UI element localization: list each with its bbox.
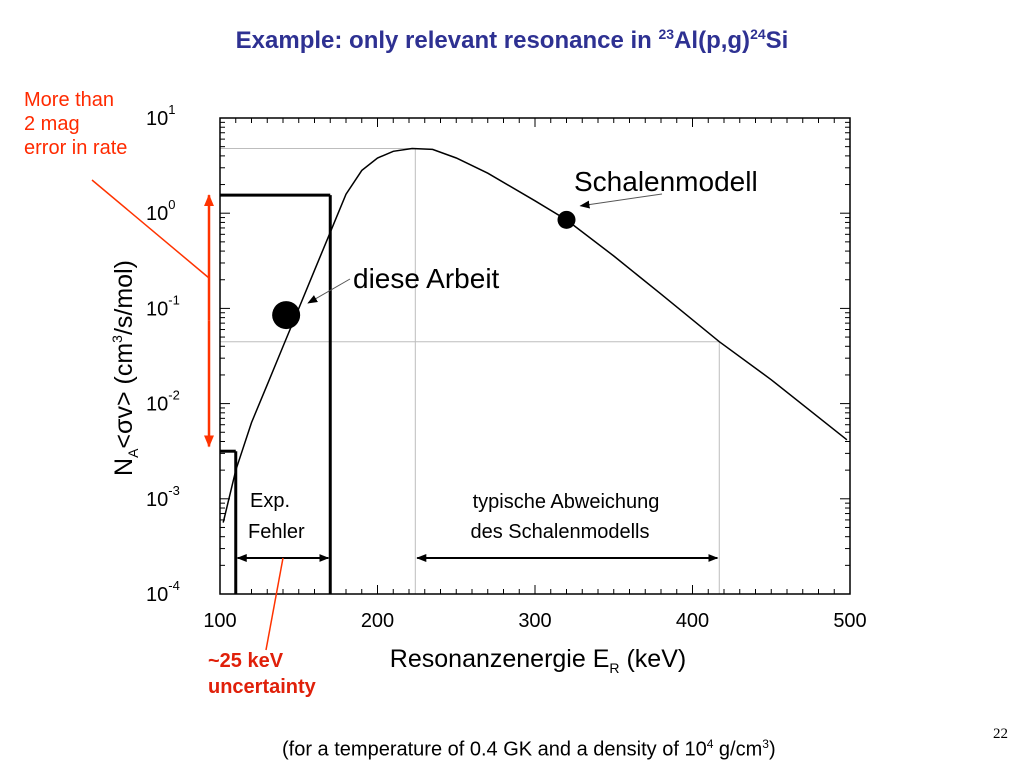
range-label-line-1: typische Abweichung xyxy=(473,491,660,513)
title-product: Si xyxy=(765,27,789,54)
chart-annotations xyxy=(91,179,719,651)
left-note-line-1: More than xyxy=(24,89,115,111)
uncertainty-note-line-2: uncertainty xyxy=(208,676,316,698)
label-diese-arbeit: diese Arbeit xyxy=(353,263,500,294)
x-tick-label: 400 xyxy=(676,610,709,632)
y-axis-label: NA<σv> (cm3/s/mol) xyxy=(109,260,141,476)
axis-ticks: 100 200 300 400 500 101 100 10-1 10-2 10-3 10-4 xyxy=(146,102,867,632)
footnote-exp-2: 3 xyxy=(762,737,769,751)
uncertainty-note-line-1: ~25 keV xyxy=(208,650,284,672)
footnote: (for a temperature of 0.4 GK and a densi… xyxy=(282,737,776,762)
slide-title: Example: only relevant resonance in 23Al… xyxy=(0,26,1024,55)
y-tick-label: 10-1 xyxy=(146,292,180,320)
y-tick-label: 10-2 xyxy=(146,388,180,416)
guide-lines xyxy=(220,147,720,594)
schalenmodell-marker xyxy=(557,210,576,229)
x-tick-label: 100 xyxy=(203,610,236,632)
page-number: 22 xyxy=(993,726,1008,742)
x-axis-label: Resonanzenergie ER (keV) xyxy=(390,645,686,676)
x-tick-label: 500 xyxy=(833,610,866,632)
uncertainty-connector xyxy=(265,557,284,651)
rate-curve xyxy=(222,147,848,523)
left-note-line-3: error in rate xyxy=(24,137,128,159)
error-label-line-2: Fehler xyxy=(248,521,305,543)
footnote-exp-1: 4 xyxy=(706,737,714,751)
footnote-text-2: g/cm xyxy=(713,738,763,761)
footnote-text-3: ) xyxy=(768,738,776,761)
range-label-line-2: des Schalenmodells xyxy=(471,521,650,543)
y-tick-label: 10-3 xyxy=(146,483,180,511)
left-note: More than 2 mag error in rate xyxy=(24,88,127,160)
error-label-line-1: Exp. xyxy=(250,490,290,512)
title-text: Example: only relevant resonance in xyxy=(235,27,659,54)
title-mass-24: 24 xyxy=(750,26,766,42)
y-tick-label: 100 xyxy=(146,197,175,225)
title-reaction: Al(p,g) xyxy=(674,27,751,54)
schalenmodell-pointer xyxy=(579,193,663,209)
footnote-text-1: (for a temperature of 0.4 GK and a densi… xyxy=(282,738,707,761)
x-tick-label: 300 xyxy=(518,610,551,632)
rate-curve-group xyxy=(222,147,848,523)
y-tick-label: 10-4 xyxy=(146,578,180,606)
x-tick-label: 200 xyxy=(361,610,394,632)
label-schalenmodell: Schalenmodell xyxy=(574,166,758,197)
diese-arbeit-pointer xyxy=(307,278,351,304)
title-mass-23: 23 xyxy=(658,26,675,42)
left-note-line-2: 2 mag xyxy=(24,113,80,135)
left-note-connector xyxy=(91,179,210,279)
uncertainty-note: ~25 keV uncertainty xyxy=(208,648,316,700)
y-tick-label: 101 xyxy=(146,102,175,130)
diese-arbeit-marker xyxy=(272,301,301,330)
